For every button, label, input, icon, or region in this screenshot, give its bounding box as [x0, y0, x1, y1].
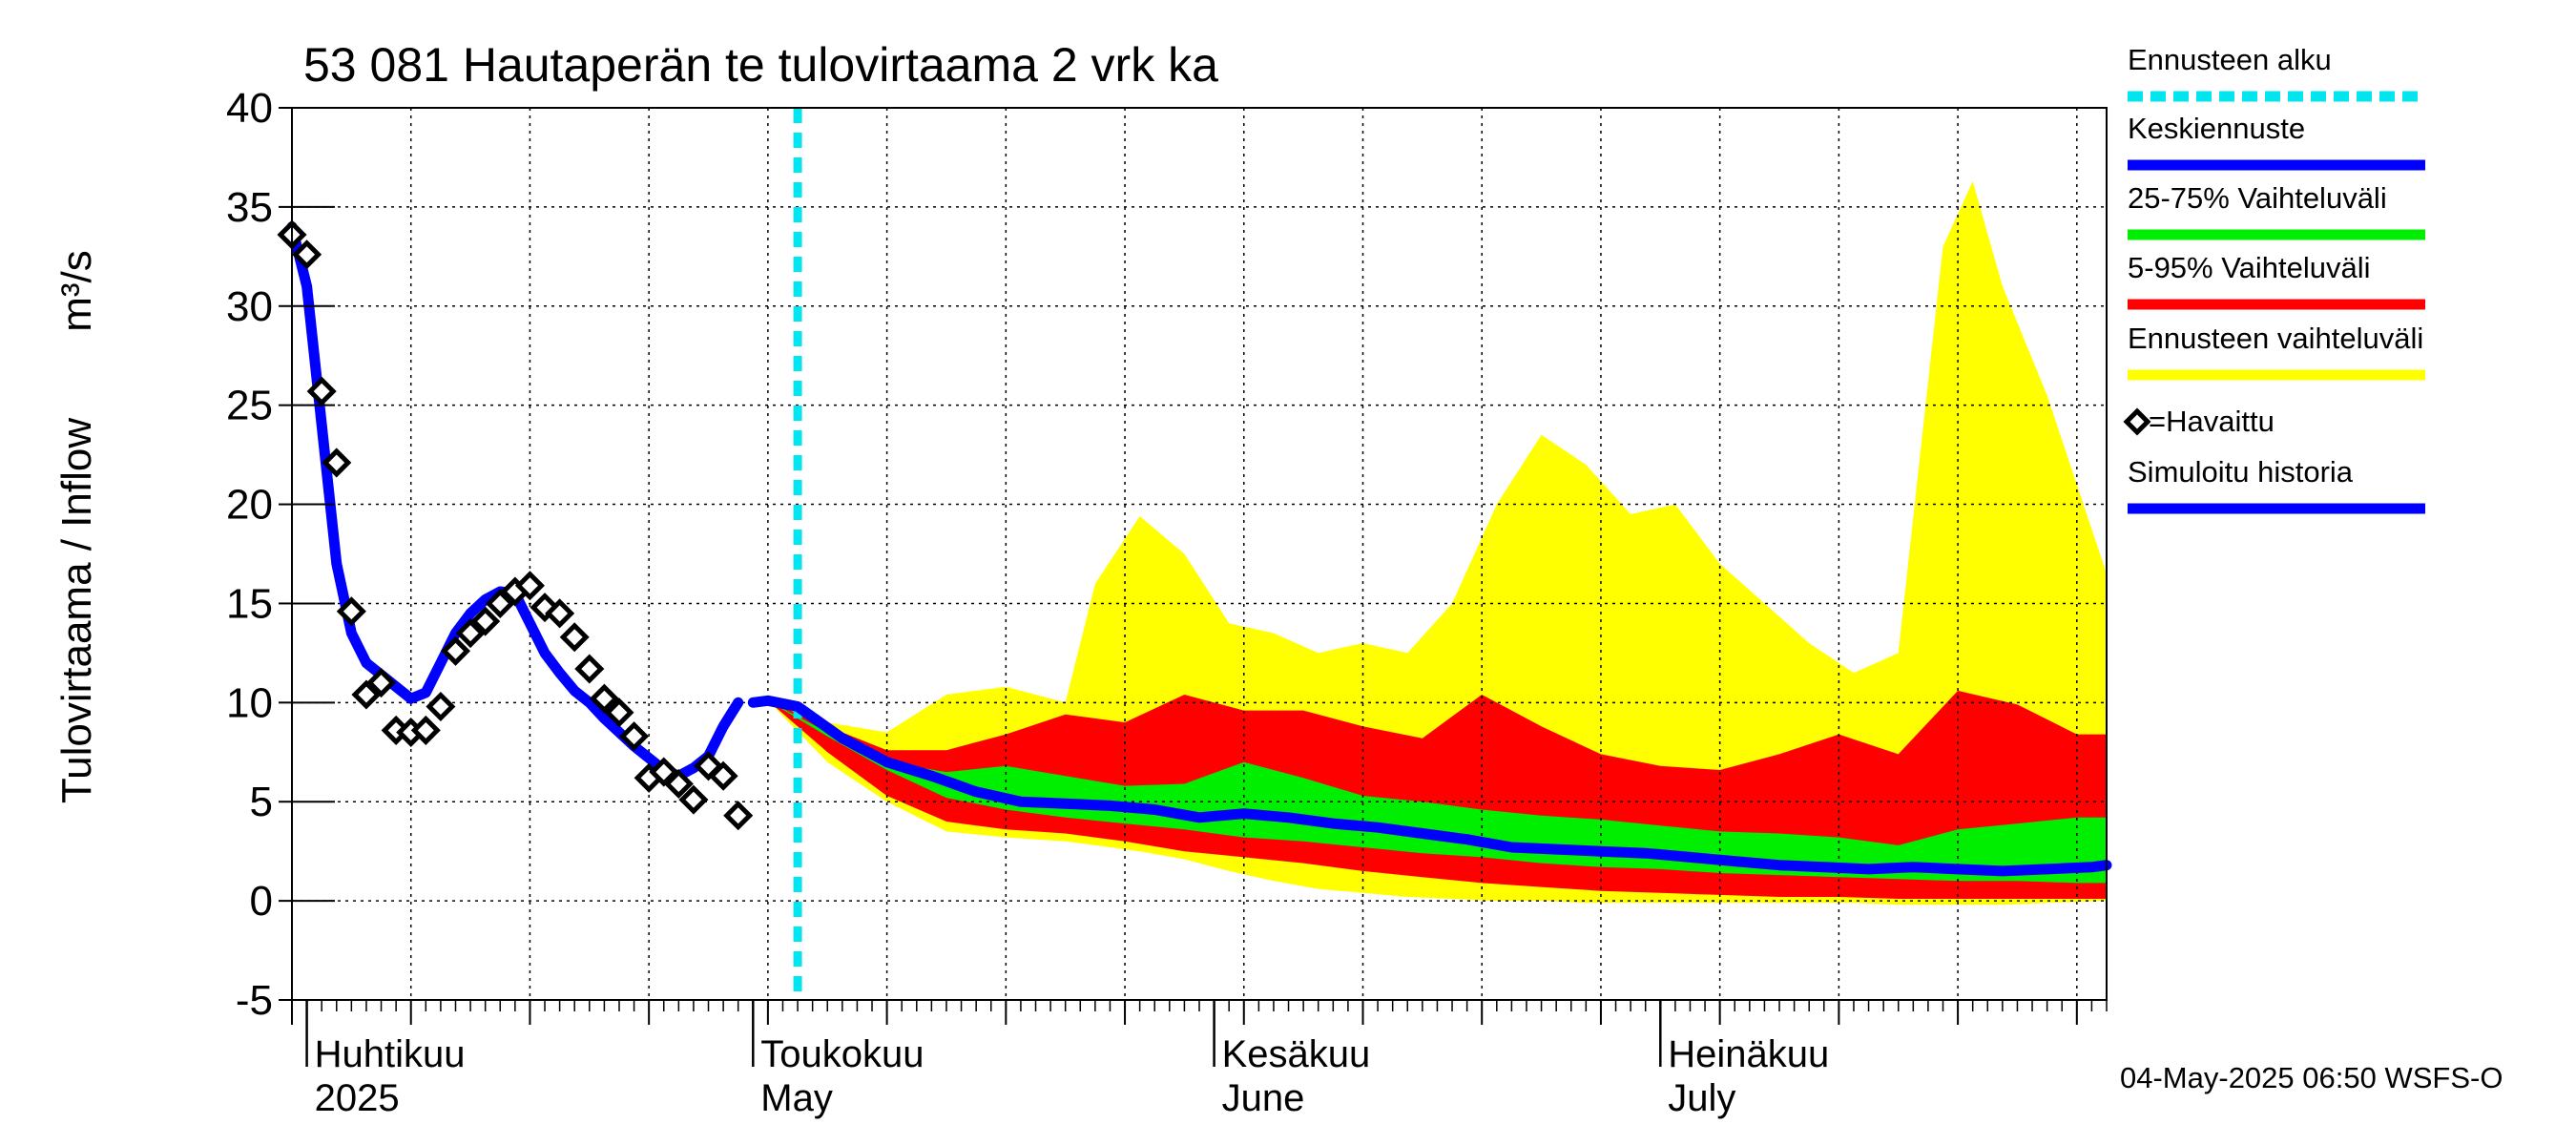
- observed-point: [455, 618, 486, 649]
- y-tick-label: 25: [226, 383, 273, 429]
- y-axis-unit: m³/s: [53, 250, 100, 332]
- observed-point: [336, 596, 366, 627]
- observed-point: [485, 588, 515, 618]
- median-line: [747, 695, 2112, 877]
- legend: Ennusteen alku Keskiennuste 25-75% Vaihtel…: [2123, 43, 2425, 514]
- forecast-bands: [767, 180, 2107, 906]
- legend-label: =Havaittu: [2149, 405, 2275, 438]
- observed-point: [470, 606, 501, 636]
- y-tick-label: 20: [226, 482, 273, 529]
- y-tick-label: 15: [226, 580, 273, 627]
- year-label: May: [760, 1077, 833, 1119]
- y-tick-label: 5: [250, 779, 273, 825]
- legend-label: Keskiennuste: [2128, 112, 2305, 145]
- observed-point: [678, 784, 709, 815]
- observed-point: [619, 721, 650, 752]
- observed-point: [723, 801, 754, 831]
- year-label: July: [1668, 1077, 1735, 1119]
- observed-point: [530, 593, 560, 623]
- y-tick-label: 35: [226, 184, 273, 231]
- observed-point: [559, 622, 590, 653]
- observed-point: [351, 679, 382, 710]
- year-label: 2025: [315, 1077, 400, 1119]
- observed-point: [663, 768, 694, 800]
- y-axis-title: Tulovirtaama / Inflow: [53, 418, 100, 804]
- observed-point: [604, 697, 634, 728]
- legend-label: 25-75% Vaihteluväli: [2128, 181, 2387, 215]
- observed-point: [440, 635, 471, 666]
- observed-point: [426, 691, 456, 722]
- y-tick-label: 30: [226, 283, 273, 330]
- band-25-75-area: [767, 700, 2107, 884]
- legend-observed-marker: [2123, 407, 2151, 436]
- legend-label: Ennusteen vaihteluväli: [2128, 322, 2423, 355]
- observed-point: [693, 751, 724, 781]
- legend-label: Simuloitu historia: [2128, 455, 2354, 489]
- observed-point: [514, 571, 545, 601]
- y-axis-ticks: -5 0 5 10 15 20 25 30 35 40: [226, 85, 335, 1024]
- month-label: Heinäkuu: [1668, 1033, 1829, 1075]
- chart-title: 53 081 Hautaperän te tulovirtaama 2 vrk …: [303, 38, 1218, 92]
- observed-point: [589, 683, 619, 714]
- year-label: June: [1222, 1077, 1305, 1119]
- legend-label: 5-95% Vaihteluväli: [2128, 251, 2370, 284]
- observed-point: [366, 668, 397, 698]
- observed-point: [649, 757, 679, 787]
- legend-label: Ennusteen alku: [2128, 43, 2332, 76]
- observed-point: [322, 448, 352, 478]
- observed-point: [708, 760, 738, 791]
- y-tick-label: 0: [250, 878, 273, 925]
- observed-point: [410, 715, 441, 745]
- month-label: Toukokuu: [760, 1033, 924, 1075]
- y-tick-label: 40: [226, 85, 273, 132]
- observed-point: [306, 376, 337, 406]
- observed-markers: [277, 219, 754, 831]
- observed-point: [292, 239, 322, 270]
- grid-lines: [292, 108, 2107, 1000]
- timestamp-footer: 04-May-2025 06:50 WSFS-O: [2120, 1061, 2503, 1094]
- y-tick-label: 10: [226, 679, 273, 726]
- observed-point: [574, 654, 605, 684]
- y-axis-label: Tulovirtaama / Inflow m³/s: [53, 250, 100, 803]
- y-tick-label: -5: [236, 977, 273, 1024]
- month-label: Huhtikuu: [315, 1033, 466, 1075]
- month-label: Kesäkuu: [1222, 1033, 1371, 1075]
- observed-point: [545, 598, 575, 629]
